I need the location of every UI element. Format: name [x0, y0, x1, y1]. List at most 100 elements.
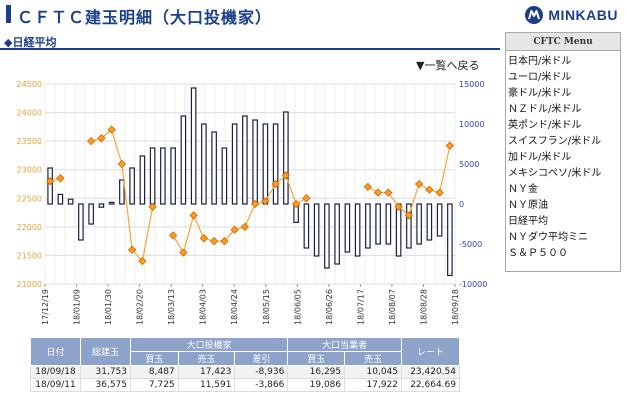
- table-cell: 19,086: [287, 378, 346, 392]
- position-bar: [129, 167, 135, 205]
- rate-marker: [425, 185, 434, 194]
- table-cell: -3,866: [234, 378, 289, 392]
- rate-marker: [240, 222, 250, 232]
- table-cell: 7,725: [130, 378, 179, 392]
- header-speculators: 大口投機家: [129, 337, 289, 352]
- x-axis-tick-label: 18/01/09: [73, 289, 82, 325]
- rate-marker: [373, 188, 383, 197]
- position-bar: [375, 203, 381, 245]
- menu-item[interactable]: 豪ドル/米ドル: [508, 88, 572, 99]
- menu-item[interactable]: ユーロ/米ドル: [508, 72, 572, 83]
- section-label: ◆日経平均: [4, 36, 57, 49]
- rate-marker: [250, 199, 260, 209]
- rate-marker: [199, 234, 209, 243]
- position-bar: [170, 147, 176, 205]
- position-bar: [324, 203, 330, 269]
- table-row: 18/09/11 36,575 7,725 11,591 -3,866 19,086 17,…: [30, 378, 460, 392]
- right-axis-tick-label: 5000: [459, 160, 479, 169]
- position-bar: [221, 147, 228, 205]
- table-cell: 22,664.69: [401, 378, 460, 392]
- left-axis-tick-label: 22500: [17, 194, 42, 203]
- position-bar: [67, 198, 74, 205]
- rate-marker: [281, 171, 291, 180]
- rate-marker: [189, 211, 198, 220]
- x-axis-tick-label: 17/12/19: [41, 289, 50, 325]
- x-axis-tick-label: 18/08/28: [419, 289, 428, 325]
- position-bar: [252, 119, 258, 205]
- x-axis-tick-label: 18/04/24: [230, 289, 239, 325]
- left-axis-tick-label: 24500: [17, 80, 42, 89]
- position-bar: [108, 201, 115, 205]
- menu-item[interactable]: ＮＹダウ平均ミニ: [508, 232, 588, 243]
- position-bar: [395, 203, 402, 257]
- rate-marker: [404, 211, 414, 220]
- table-cell: 16,295: [287, 365, 346, 379]
- menu-item[interactable]: ＮＹ原油: [508, 200, 548, 211]
- menu-item[interactable]: 日本円/米ドル: [508, 56, 572, 67]
- logo-text: MINKABU: [548, 7, 618, 23]
- rate-marker: [45, 176, 55, 186]
- menu-item[interactable]: Ｓ＆Ｐ５００: [508, 248, 568, 259]
- menu-item[interactable]: 加ドル/米ドル: [508, 152, 572, 163]
- rate-marker: [435, 188, 444, 197]
- right-axis-tick-label: 15000: [459, 80, 484, 89]
- position-bar: [211, 131, 217, 205]
- rate-marker: [271, 179, 280, 189]
- table-row: 18/09/18 31,753 8,487 17,423 -8,936 16,295 10,…: [30, 365, 460, 379]
- position-bar: [385, 203, 392, 245]
- rate-marker: [220, 236, 229, 246]
- rate-marker: [414, 179, 424, 189]
- data-table: 日付 総建玉 大口投機家 大口当業者 レート 買玉 売玉 差引 買玉 売玉 18…: [30, 337, 460, 392]
- x-axis-tick-label: 18/06/26: [325, 289, 334, 325]
- position-bar: [242, 115, 248, 205]
- back-to-list-link[interactable]: ▼一覧へ戻る: [416, 59, 480, 72]
- position-bar: [180, 115, 187, 205]
- rate-marker: [363, 182, 373, 192]
- table-cell: 18/09/18: [30, 365, 81, 379]
- right-axis-tick-label: 0: [459, 200, 464, 209]
- left-axis-tick-label: 21000: [17, 280, 42, 289]
- rate-marker: [261, 196, 270, 206]
- x-axis-tick-label: 18/06/05: [293, 289, 302, 325]
- left-axis-tick-label: 23500: [17, 137, 42, 146]
- menu-item[interactable]: ＮＺドル/米ドル: [508, 104, 582, 115]
- left-axis-tick-label: 22000: [17, 223, 42, 232]
- header-comm-buy: 買玉: [287, 351, 346, 366]
- header-rate: レート: [401, 337, 460, 366]
- position-bar: [416, 203, 422, 245]
- menu-item[interactable]: メキシコペソ/米ドル: [508, 168, 602, 179]
- position-bar: [313, 203, 320, 257]
- menu-item[interactable]: 日経平均: [508, 216, 548, 227]
- table-cell: -8,936: [234, 365, 289, 379]
- table-cell: 36,575: [80, 378, 131, 392]
- header-spec-sell: 売玉: [177, 351, 236, 366]
- position-bar: [57, 193, 64, 205]
- title-bar: ＣＦＴＣ建玉明細（大口投機家） MINKABU: [0, 0, 626, 30]
- plot-background: [44, 83, 456, 285]
- rate-marker: [291, 199, 301, 209]
- chart-area: 21000 21500 22000 22500 23000 23500 24000 24500…: [0, 72, 500, 338]
- table-cell: 8,487: [130, 365, 179, 379]
- right-axis-tick-label: -5000: [459, 240, 482, 249]
- position-bar: [406, 203, 412, 249]
- header-comm-sell: 売玉: [344, 351, 402, 366]
- menu-item[interactable]: 英ポンド/米ドル: [508, 120, 582, 131]
- minkabu-logo[interactable]: MINKABU: [524, 5, 618, 25]
- position-chart: 21000 21500 22000 22500 23000 23500 24000 24500…: [17, 80, 488, 325]
- left-axis-tick-label: 23000: [17, 166, 42, 175]
- rate-marker: [302, 194, 311, 203]
- table-body: 18/09/18 31,753 8,487 17,423 -8,936 16,295 10,…: [30, 365, 460, 392]
- data-table-wrap: 日付 総建玉 大口投機家 大口当業者 レート 買玉 売玉 差引 買玉 売玉 18…: [30, 337, 460, 392]
- menu-list: 日本円/米ドル ユーロ/米ドル 豪ドル/米ドル ＮＺドル/米ドル 英ポンド/米ドルスイス…: [506, 51, 620, 262]
- menu-item[interactable]: ＮＹ金: [508, 184, 538, 195]
- header-date: 日付: [30, 337, 81, 366]
- rate-marker: [138, 256, 147, 266]
- rate-marker: [86, 136, 96, 146]
- menu-item[interactable]: スイスフラン/米ドル: [508, 136, 602, 147]
- rate-marker: [107, 125, 116, 134]
- position-bar: [139, 155, 146, 205]
- rate-marker: [97, 134, 106, 143]
- x-axis-tick-label: 18/07/17: [356, 289, 365, 325]
- x-axis-tick-label: 18/09/18: [451, 289, 460, 325]
- cftc-menu: CFTC Menu 日本円/米ドル ユーロ/米ドル 豪ドル/米ドル ＮＺドル/米ドル英…: [505, 32, 621, 272]
